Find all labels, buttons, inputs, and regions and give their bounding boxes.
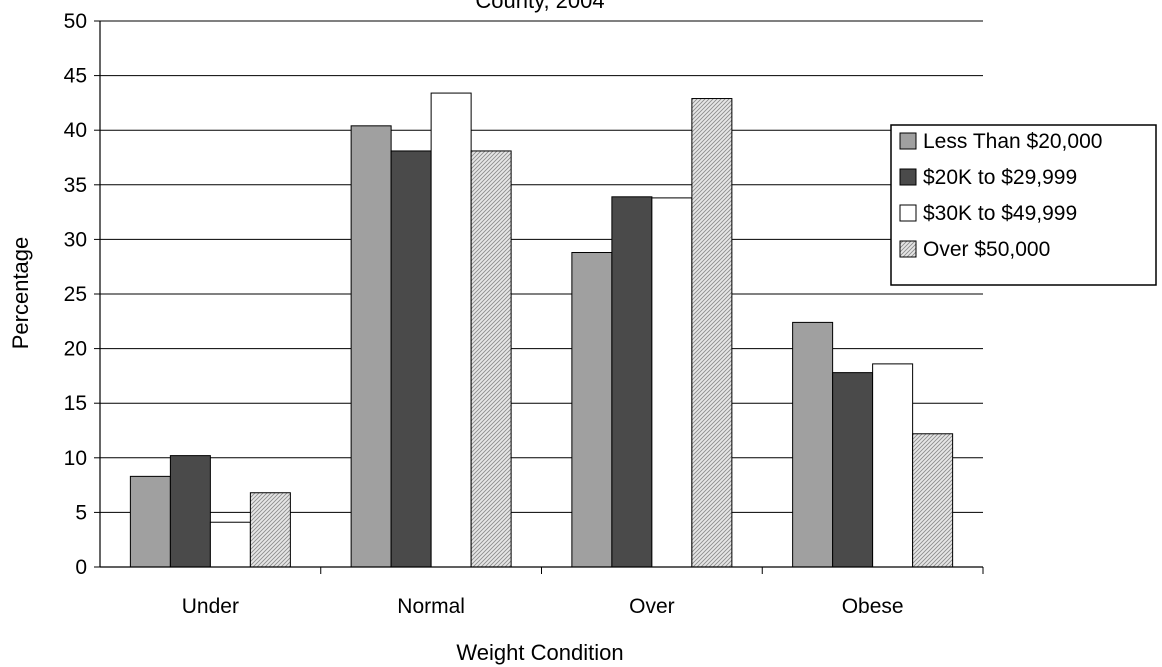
bar-under-series-4 (249, 492, 291, 568)
legend-swatch-series-1 (899, 132, 917, 150)
bar-obese-series-1 (792, 321, 834, 568)
y-tick-label: 40 (64, 119, 87, 142)
legend-swatch-series-3 (899, 204, 917, 222)
bar-under-series-1 (129, 475, 171, 568)
y-tick-label: 45 (64, 65, 87, 88)
x-tick-label: Under (182, 595, 239, 618)
bar-over-series-2 (611, 196, 653, 568)
bar-normal-series-2 (390, 150, 432, 568)
legend: Less Than $20,000 $20K to $29,999 $30K to … (890, 124, 1157, 286)
legend-label-series-2: $20K to $29,999 (923, 166, 1077, 189)
y-tick-label: 50 (64, 10, 87, 33)
bar-normal-series-1 (350, 125, 392, 568)
bar-normal-series-3 (430, 92, 472, 568)
bar-normal-series-4 (470, 150, 512, 568)
bar-over-series-3 (651, 197, 693, 568)
x-tick-label: Obese (842, 595, 904, 618)
bars (129, 92, 954, 568)
x-tick-label: Over (629, 595, 675, 618)
gridlines (100, 20, 983, 513)
y-tick-label: 35 (64, 174, 87, 197)
y-axis-label: Percentage (8, 237, 33, 350)
chart-title: County, 2004 (475, 0, 604, 13)
y-tick-label: 10 (64, 447, 87, 470)
legend-label-series-1: Less Than $20,000 (923, 130, 1102, 153)
legend-swatch-series-2 (899, 168, 917, 186)
y-tick-label: 15 (64, 392, 87, 415)
bar-under-series-2 (169, 455, 211, 568)
bar-over-series-4 (691, 98, 733, 568)
bar-obese-series-3 (872, 363, 914, 568)
legend-swatch-series-4 (899, 240, 917, 258)
bar-over-series-1 (571, 252, 613, 568)
bar-under-series-3 (209, 521, 251, 568)
y-tick-label: 25 (64, 283, 87, 306)
x-axis-label: Weight Condition (456, 640, 623, 665)
bar-obese-series-2 (832, 372, 874, 568)
y-tick-label: 20 (64, 338, 87, 361)
legend-label-series-4: Over $50,000 (923, 238, 1050, 261)
y-tick-label: 5 (75, 501, 87, 524)
y-tick-label: 30 (64, 228, 87, 251)
x-tick-label: Normal (397, 595, 465, 618)
axes: 0 5 10 15 20 25 30 35 40 45 50 Under Normal Over Obese (64, 10, 984, 618)
legend-label-series-3: $30K to $49,999 (923, 202, 1077, 225)
bar-obese-series-4 (912, 433, 954, 568)
y-tick-label: 0 (75, 556, 87, 579)
legend-box (890, 124, 1157, 286)
